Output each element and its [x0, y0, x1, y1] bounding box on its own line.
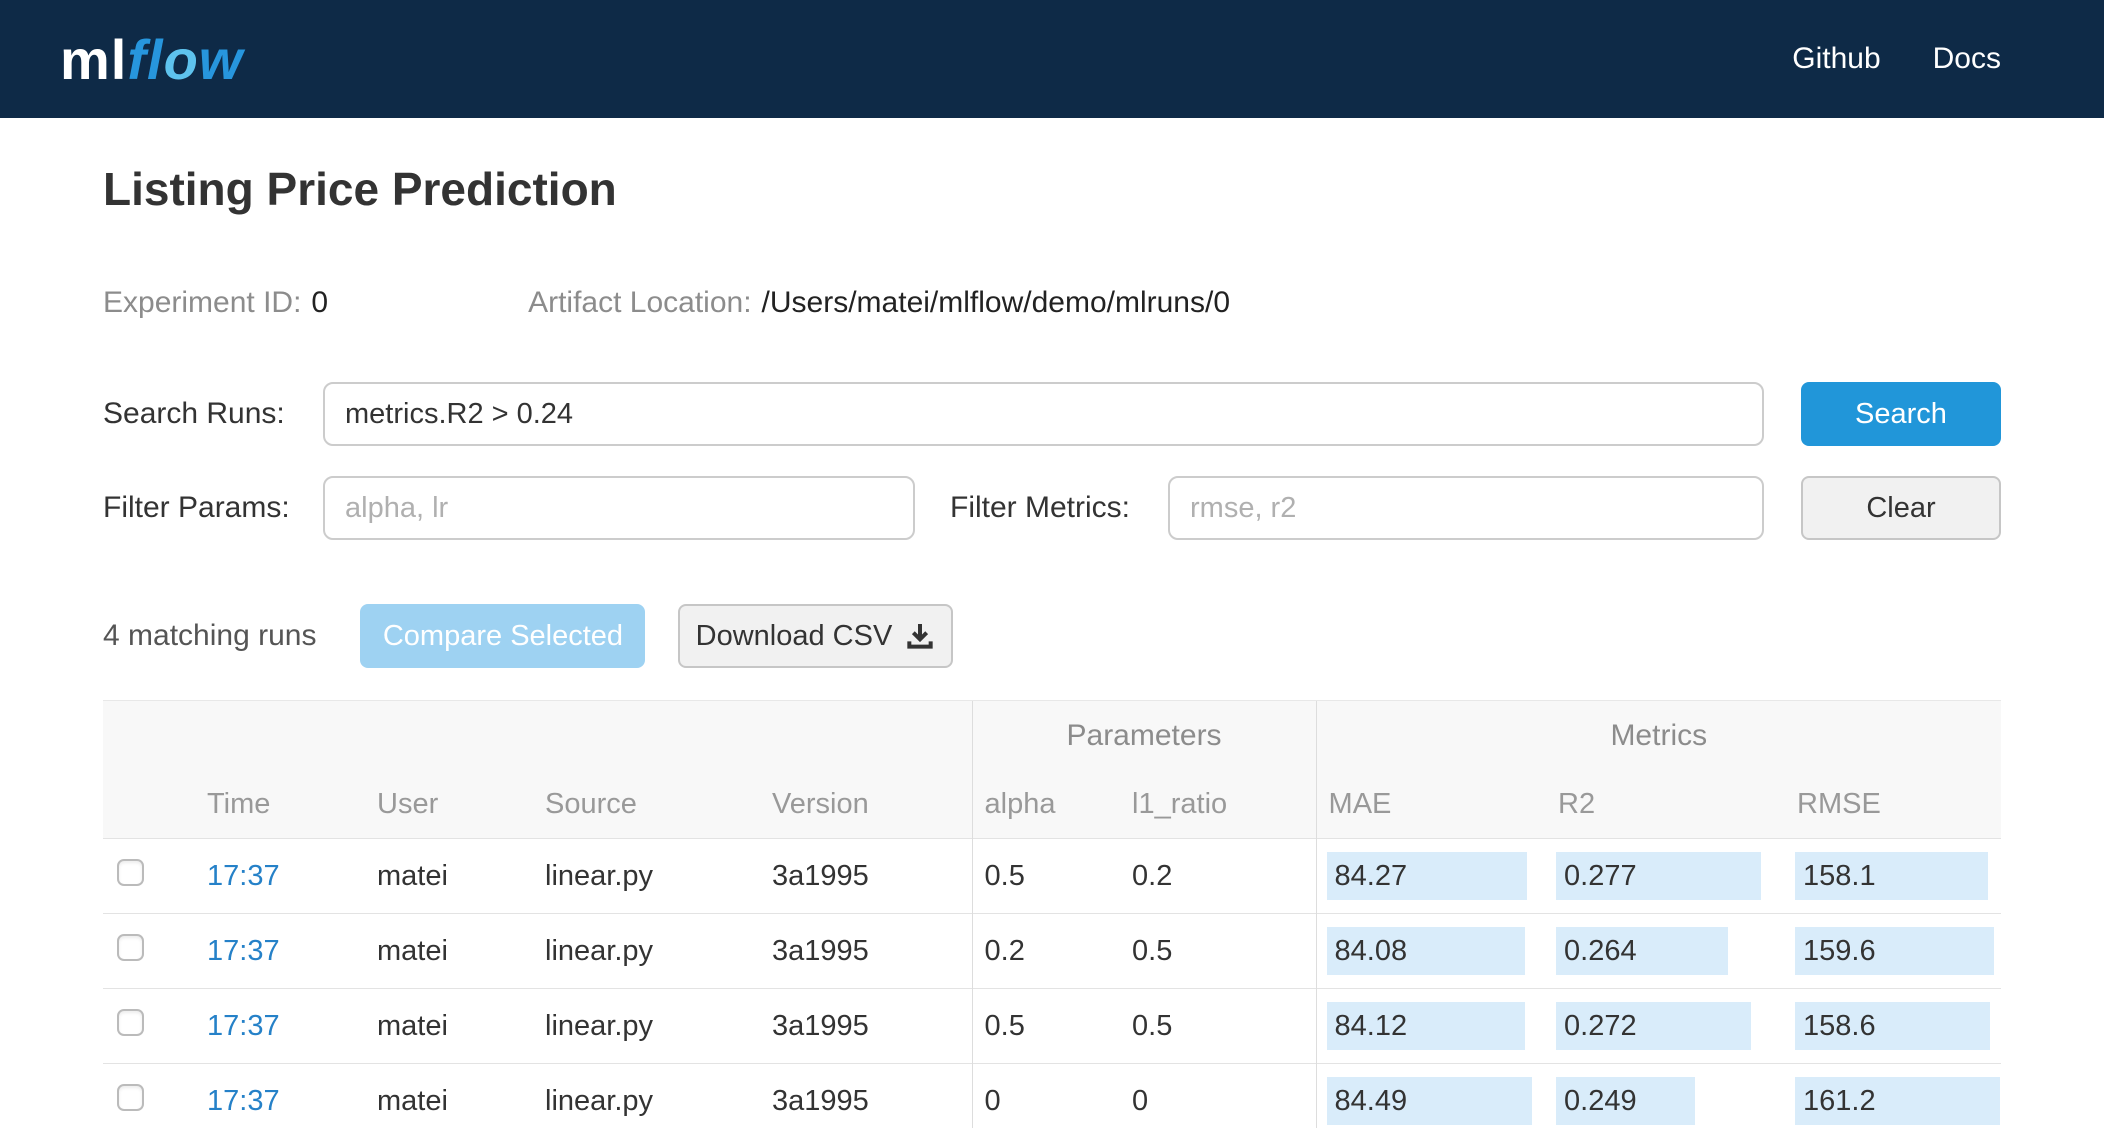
top-navbar: ml flow Github Docs — [0, 0, 2104, 118]
run-version: 3a1995 — [772, 859, 869, 892]
download-csv-label: Download CSV — [695, 619, 893, 652]
run-param-alpha: 0.5 — [971, 838, 1121, 914]
metrics-group-header: Metrics — [1315, 700, 2002, 771]
run-checkbox[interactable] — [117, 1083, 144, 1111]
filter-metrics-label: Filter Metrics: — [950, 491, 1130, 524]
run-param-alpha: 0.2 — [971, 913, 1121, 989]
run-source: linear.py — [545, 1009, 654, 1042]
metric-r2-bar: 0.277 — [1556, 852, 1762, 900]
run-time-link[interactable]: 17:37 — [207, 859, 280, 892]
col-header-mae: MAE — [1315, 770, 1547, 839]
logo-ml-text: ml — [60, 27, 128, 91]
col-header-version: Version — [772, 787, 869, 820]
run-checkbox[interactable] — [117, 933, 144, 961]
run-param-alpha: 0.5 — [971, 988, 1121, 1064]
col-header-l1-ratio: l1_ratio — [1132, 787, 1228, 820]
clear-button[interactable]: Clear — [1801, 476, 2001, 540]
search-row: Search Runs: Search — [103, 382, 2001, 446]
runs-actions-row: 4 matching runs Compare Selected Downloa… — [103, 604, 2001, 668]
run-row: 17:37 matei linear.py 3a1995 0 0 84.49 0… — [103, 1063, 2002, 1128]
col-header-r2: R2 — [1558, 787, 1596, 820]
search-button[interactable]: Search — [1801, 382, 2001, 446]
metric-mae-bar: 84.12 — [1326, 1002, 1526, 1050]
run-row: 17:37 matei linear.py 3a1995 0.2 0.5 84.… — [103, 913, 2002, 989]
navbar-links: Github Docs — [1792, 42, 2001, 76]
col-header-user: User — [377, 787, 439, 820]
nav-link-github[interactable]: Github — [1792, 42, 1881, 75]
artifact-location-label: Artifact Location: — [528, 286, 752, 319]
download-csv-button[interactable]: Download CSV — [678, 604, 954, 668]
run-time-link[interactable]: 17:37 — [207, 1084, 280, 1117]
logo-swirl-o: o — [163, 27, 199, 91]
run-param-l1-ratio: 0.5 — [1132, 1009, 1173, 1042]
run-user: matei — [377, 1009, 448, 1042]
filter-metrics-input[interactable] — [1168, 476, 1764, 540]
run-source: linear.py — [545, 934, 654, 967]
experiment-id-label: Experiment ID: — [103, 286, 302, 319]
experiment-meta: Experiment ID: 0 Artifact Location: /Use… — [103, 286, 2001, 320]
select-all-header — [103, 771, 195, 839]
logo-flow-text: flow — [127, 27, 244, 91]
col-header-time: Time — [207, 787, 271, 820]
run-version: 3a1995 — [772, 934, 869, 967]
run-checkbox[interactable] — [117, 1008, 144, 1036]
artifact-location-value: /Users/matei/mlflow/demo/mlruns/0 — [761, 286, 1231, 319]
compare-selected-button[interactable]: Compare Selected — [360, 604, 646, 668]
filter-row: Filter Params: Filter Metrics: Clear — [103, 476, 2001, 540]
metric-rmse-bar: 158.1 — [1795, 852, 1988, 900]
col-header-source: Source — [545, 787, 637, 820]
col-header-alpha: alpha — [971, 770, 1121, 839]
metric-mae-bar: 84.08 — [1326, 927, 1526, 975]
metric-r2-bar: 0.264 — [1556, 927, 1729, 975]
run-row: 17:37 matei linear.py 3a1995 0.5 0.5 84.… — [103, 988, 2002, 1064]
run-user: matei — [377, 859, 448, 892]
run-param-l1-ratio: 0 — [1132, 1084, 1149, 1117]
download-icon — [904, 620, 936, 652]
run-source: linear.py — [545, 1084, 654, 1117]
matching-runs-count: 4 matching runs — [103, 619, 317, 652]
mlflow-logo: ml flow — [60, 27, 243, 92]
run-source: linear.py — [545, 859, 654, 892]
run-user: matei — [377, 1084, 448, 1117]
run-param-l1-ratio: 0.2 — [1132, 859, 1173, 892]
run-param-l1-ratio: 0.5 — [1132, 934, 1173, 967]
experiment-id-value: 0 — [311, 286, 329, 319]
metric-r2-bar: 0.249 — [1556, 1077, 1696, 1126]
run-version: 3a1995 — [772, 1084, 869, 1117]
filter-params-label: Filter Params: — [103, 491, 290, 524]
table-header: Parameters Metrics Time User Source Vers… — [103, 700, 2002, 839]
metric-mae-bar: 84.27 — [1326, 852, 1528, 900]
run-checkbox[interactable] — [117, 858, 144, 886]
metric-mae-bar: 84.49 — [1326, 1077, 1532, 1126]
run-time-link[interactable]: 17:37 — [207, 1009, 280, 1042]
run-param-alpha: 0 — [971, 1063, 1121, 1128]
parameters-group-header: Parameters — [971, 700, 1317, 771]
metric-rmse-bar: 159.6 — [1795, 927, 1994, 975]
filter-params-input[interactable] — [323, 476, 915, 540]
run-time-link[interactable]: 17:37 — [207, 934, 280, 967]
col-header-rmse: RMSE — [1797, 787, 1881, 820]
page-title: Listing Price Prediction — [103, 163, 617, 215]
run-version: 3a1995 — [772, 1009, 869, 1042]
metric-rmse-bar: 161.2 — [1795, 1077, 2001, 1126]
nav-link-docs[interactable]: Docs — [1932, 42, 2001, 75]
run-user: matei — [377, 934, 448, 967]
search-runs-input[interactable] — [323, 382, 1764, 446]
runs-table: Parameters Metrics Time User Source Vers… — [103, 700, 2002, 1128]
run-row: 17:37 matei linear.py 3a1995 0.5 0.2 84.… — [103, 838, 2002, 914]
metric-rmse-bar: 158.6 — [1795, 1002, 1990, 1050]
metric-r2-bar: 0.272 — [1556, 1002, 1751, 1050]
search-runs-label: Search Runs: — [103, 397, 285, 430]
